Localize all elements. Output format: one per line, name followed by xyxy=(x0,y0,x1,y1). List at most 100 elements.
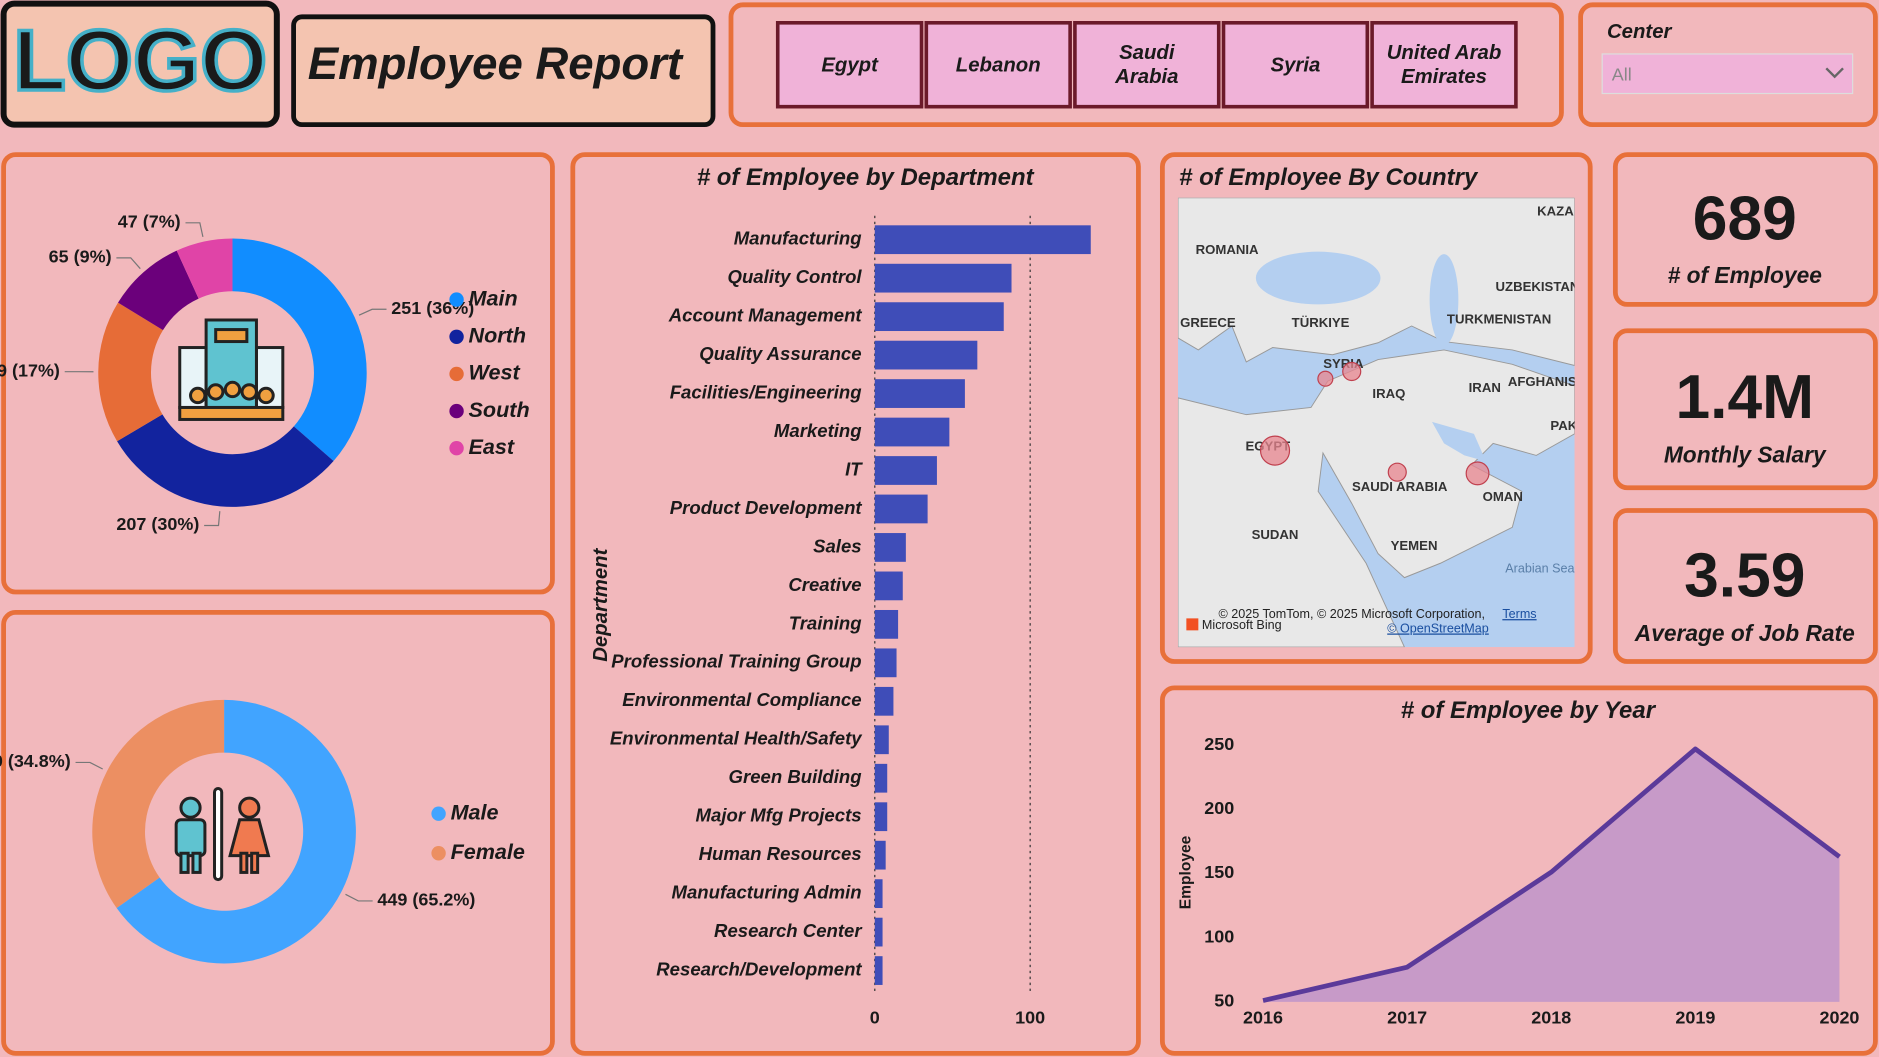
leader-line xyxy=(345,893,373,902)
map-label: KAZA xyxy=(1537,204,1574,219)
bar xyxy=(874,609,899,639)
legend-label: South xyxy=(469,397,530,422)
axis-title: Department xyxy=(590,547,612,661)
slicer-button[interactable] xyxy=(775,21,924,109)
y-tick-label: Sales xyxy=(813,535,862,556)
y-tick-label: Environmental Health/Safety xyxy=(610,728,863,749)
map-attribution: Microsoft Bing xyxy=(1202,618,1282,632)
y-tick-label: Environmental Compliance xyxy=(622,689,861,710)
map-attribution: Terms xyxy=(1502,607,1536,621)
map-attribution: © 2025 TomTom, © 2025 Microsoft Corporat… xyxy=(1218,607,1485,621)
kpi-value: 1.4M xyxy=(1676,363,1815,432)
bar xyxy=(874,571,903,601)
map-label: AFGHANIS xyxy=(1508,374,1577,389)
dropdown[interactable] xyxy=(1601,53,1854,95)
y-tick-label: Training xyxy=(789,612,863,633)
slicer-button[interactable] xyxy=(1370,21,1518,109)
map-label: GREECE xyxy=(1180,315,1236,330)
axis-title: Employee xyxy=(1177,835,1194,909)
y-tick-label: Green Building xyxy=(729,766,863,787)
x-tick-label: 0 xyxy=(870,1007,880,1027)
y-tick-label: Product Development xyxy=(670,497,863,518)
kpi-value: 689 xyxy=(1693,184,1797,253)
y-tick-label: 50 xyxy=(1214,991,1234,1011)
logo-box xyxy=(0,0,280,128)
map-label: SAUDI ARABIA xyxy=(1352,479,1448,494)
x-tick-label: 2016 xyxy=(1243,1007,1283,1027)
chevron xyxy=(1825,67,1844,79)
bar xyxy=(874,879,883,909)
report-title: Employee Report xyxy=(308,38,684,89)
legend-swatch xyxy=(431,806,446,821)
x-tick-label: 2019 xyxy=(1675,1007,1715,1027)
x-tick-label: 2017 xyxy=(1387,1007,1427,1027)
bar xyxy=(874,302,1004,332)
map-attribution: © OpenStreetMap xyxy=(1387,621,1489,635)
y-tick-label: Professional Training Group xyxy=(611,651,861,672)
data-label: 47 (7%) xyxy=(118,212,181,232)
bar xyxy=(874,379,965,408)
map-label: Arabian Sea xyxy=(1505,562,1574,576)
y-tick-label: Research/Development xyxy=(656,958,862,979)
dropdown-value: All xyxy=(1612,64,1632,84)
donut-panel xyxy=(1,609,555,1056)
y-tick-label: 200 xyxy=(1204,798,1234,818)
bar xyxy=(874,648,897,678)
line xyxy=(1262,746,1841,1003)
slicer-label: Syria xyxy=(1271,54,1321,76)
kpi-card xyxy=(1612,152,1878,307)
legend-swatch xyxy=(449,292,464,307)
donut-segment xyxy=(116,699,356,964)
bar xyxy=(874,494,928,524)
legend-label: Main xyxy=(469,285,518,310)
bar xyxy=(874,802,888,832)
y-tick-label: Marketing xyxy=(774,420,862,441)
map-label: TURKMENISTAN xyxy=(1447,311,1551,326)
legend-label: East xyxy=(469,434,515,459)
map-bubble xyxy=(1387,462,1407,482)
logo: LOGO xyxy=(13,13,267,109)
legend-swatch xyxy=(449,329,464,344)
bar xyxy=(874,840,886,870)
legend-swatch xyxy=(449,403,464,419)
slicer-label: Egypt xyxy=(821,54,879,76)
map-land xyxy=(1177,349,1575,648)
bar xyxy=(874,417,950,447)
y-tick-label: Human Resources xyxy=(699,843,862,864)
map-label: IRAN xyxy=(1469,380,1501,395)
map: ROMANIA KAZA UZBEKISTAN GREECE TÜRKIYE TURKME… xyxy=(1177,197,1580,648)
slicer-button[interactable] xyxy=(1221,21,1370,109)
map-label: YEMEN xyxy=(1391,538,1438,553)
kpi-label: # of Employee xyxy=(1668,262,1823,288)
legend-label: Male xyxy=(451,799,499,824)
y-tick-label: Manufacturing xyxy=(734,228,863,249)
bar-panel xyxy=(570,152,1141,1056)
y-tick-label: Quality Control xyxy=(728,266,863,287)
donut-segment xyxy=(232,238,367,462)
map-label: UZBEKISTAN xyxy=(1496,279,1580,294)
area xyxy=(1263,748,1840,1002)
building-icon xyxy=(178,318,285,421)
bar xyxy=(874,917,883,947)
map-label: ROMANIA xyxy=(1196,242,1259,257)
y-tick-label: 100 xyxy=(1204,926,1234,946)
slicer-button[interactable] xyxy=(1073,21,1221,109)
donut-segment xyxy=(92,699,225,909)
leader-line xyxy=(185,222,204,238)
filter-label: Center xyxy=(1607,21,1673,43)
y-tick-label: IT xyxy=(845,458,863,479)
legend-swatch xyxy=(431,846,446,861)
slicer-label: Lebanon xyxy=(956,54,1041,76)
slicer-button[interactable] xyxy=(924,21,1072,109)
map-bubble xyxy=(1317,370,1334,387)
chart-title: # of Employee by Department xyxy=(697,164,1035,191)
y-tick-label: Major Mfg Projects xyxy=(696,805,862,826)
x-tick-label: 2018 xyxy=(1531,1007,1571,1027)
data-label: 65 (9%) xyxy=(49,247,112,267)
bar xyxy=(874,533,906,562)
chart-title: # of Employee By Country xyxy=(1179,164,1479,191)
leader-line xyxy=(204,511,221,527)
leader-line xyxy=(116,257,141,270)
kpi-label: Monthly Salary xyxy=(1664,442,1827,468)
